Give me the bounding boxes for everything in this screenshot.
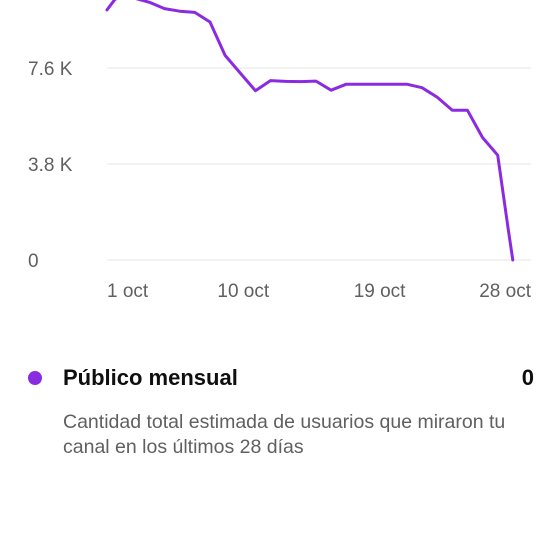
- audience-line-chart: 0 3.8 K 7.6 K 1 oct 10 oct 19 oct 28 oct: [28, 0, 532, 302]
- series-color-dot: [28, 371, 42, 385]
- chart-series: [105, 0, 515, 262]
- x-tick-label: 19 oct: [354, 281, 406, 302]
- metric-description: Cantidad total estimada de usuarios que …: [63, 411, 506, 458]
- x-tick-label: 10 oct: [217, 281, 269, 302]
- metric-label: Público mensual: [63, 365, 238, 390]
- y-tick-label: 3.8 K: [28, 155, 73, 176]
- y-tick-label: 7.6 K: [28, 59, 73, 80]
- x-tick-label: 28 oct: [479, 281, 531, 302]
- series-line-0: [105, 0, 515, 262]
- x-axis-labels: 1 oct 10 oct 19 oct 28 oct: [107, 281, 532, 302]
- x-tick-label: 1 oct: [107, 281, 149, 302]
- y-axis-labels: 0 3.8 K 7.6 K: [28, 59, 73, 272]
- legend-row[interactable]: Público mensual 0: [28, 362, 534, 394]
- y-tick-label: 0: [28, 251, 39, 272]
- chart-gridlines: [107, 67, 531, 261]
- metric-value: 0: [521, 365, 534, 390]
